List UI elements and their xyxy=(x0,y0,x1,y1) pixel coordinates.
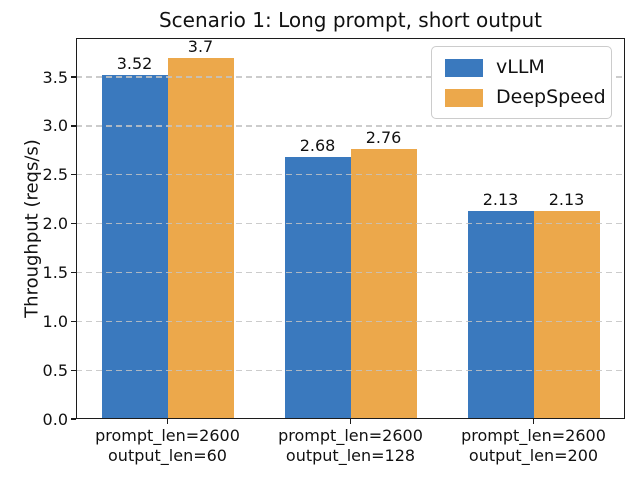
legend-label: vLLM xyxy=(496,56,545,78)
x-tick-mark xyxy=(349,419,352,424)
gridline xyxy=(76,125,625,127)
x-category-label: prompt_len=2600 output_len=60 xyxy=(95,426,240,465)
x-tick-mark xyxy=(166,419,169,424)
y-tick-label: 0.0 xyxy=(42,409,68,429)
bar-vllm xyxy=(101,75,168,419)
x-category-label: prompt_len=2600 output_len=200 xyxy=(461,426,606,465)
y-tick-label: 1.5 xyxy=(42,262,68,282)
legend-swatch-deepspeed xyxy=(445,88,483,107)
bar-value-label: 3.7 xyxy=(187,36,214,56)
gridline xyxy=(76,320,625,322)
bar-vllm xyxy=(284,157,351,419)
y-tick-label: 3.5 xyxy=(42,67,68,87)
y-tick-label: 0.5 xyxy=(42,360,68,380)
legend-label: DeepSpeed xyxy=(496,86,606,108)
y-tick-mark xyxy=(71,76,76,78)
chart-title: Scenario 1: Long prompt, short output xyxy=(158,8,543,32)
gridline xyxy=(76,369,625,371)
bar-deepspeed xyxy=(533,210,600,419)
gridline xyxy=(76,271,625,274)
y-tick-mark xyxy=(71,320,76,322)
y-tick-label: 2.5 xyxy=(42,165,68,185)
y-tick-mark xyxy=(71,174,76,176)
bar-vllm xyxy=(467,210,534,419)
bar-value-label: 2.68 xyxy=(299,136,336,156)
bar-deepspeed xyxy=(350,149,417,419)
y-tick-label: 1.0 xyxy=(42,311,68,331)
bar-deepspeed xyxy=(167,57,234,419)
gridline xyxy=(76,76,625,78)
x-tick-mark xyxy=(532,419,535,424)
bar-value-label: 2.13 xyxy=(548,189,585,209)
x-category-label: prompt_len=2600 output_len=128 xyxy=(278,426,423,465)
y-tick-mark xyxy=(71,222,76,225)
y-tick-mark xyxy=(71,369,76,371)
legend: vLLM DeepSpeed xyxy=(431,46,612,119)
y-tick-mark xyxy=(71,125,76,127)
legend-swatch-vllm xyxy=(445,58,483,77)
bar-value-label: 2.13 xyxy=(482,189,519,209)
bar-value-label: 2.76 xyxy=(365,128,402,148)
y-tick-mark xyxy=(71,418,76,420)
legend-entry-deepspeed: DeepSpeed xyxy=(445,88,606,107)
bar-value-label: 3.52 xyxy=(116,54,153,74)
y-tick-label: 3.0 xyxy=(42,116,68,136)
gridline xyxy=(76,223,625,225)
y-tick-mark xyxy=(71,271,76,274)
legend-entry-vllm: vLLM xyxy=(445,58,598,77)
y-tick-label: 2.0 xyxy=(42,214,68,234)
gridline xyxy=(76,174,625,176)
